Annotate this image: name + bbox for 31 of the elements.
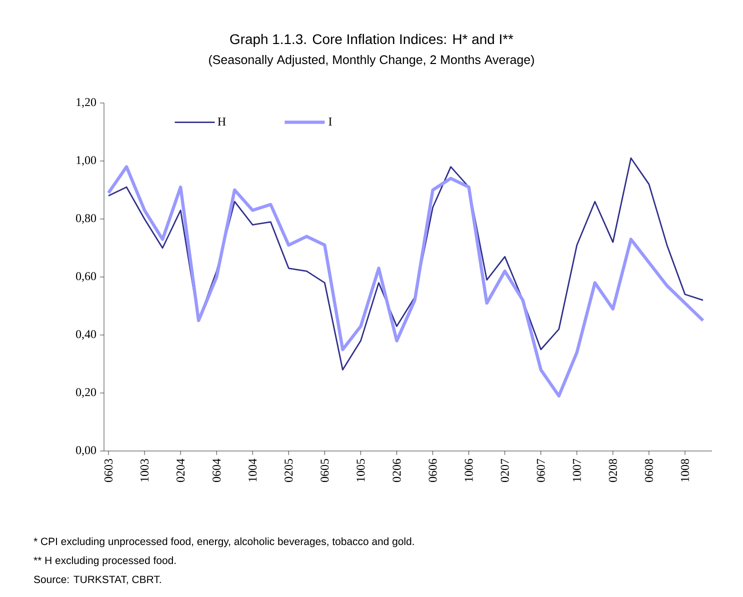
- x-tick-label: 1005: [356, 458, 365, 482]
- legend-label: I: [328, 118, 332, 126]
- chart-subtitle: (Seasonally Adjusted, Monthly Change, 2 Months Average): [209, 54, 534, 67]
- y-tick-label: 0,00: [76, 446, 96, 456]
- x-tick-label: 0208: [608, 458, 617, 482]
- y-tick-label: 0,80: [76, 214, 96, 224]
- x-tick-label: 0608: [644, 458, 653, 482]
- x-tick-label: 0204: [176, 458, 185, 482]
- text: ** H excluding processed food.: [34, 556, 176, 566]
- legend-label: H: [218, 118, 226, 126]
- x-tick-label: 0206: [392, 458, 401, 482]
- chart-title: Graph 1.1.3. Core Inflation Indices: H* and I**: [230, 34, 514, 47]
- y-tick-label: 0,20: [76, 388, 96, 398]
- y-tick-label: 0,40: [76, 330, 96, 340]
- x-tick-label: 0205: [284, 458, 293, 482]
- x-tick-label: 1003: [140, 458, 149, 482]
- x-tick-label: 0604: [212, 458, 221, 482]
- x-tick-label: 0603: [104, 458, 113, 482]
- x-tick-label: 1008: [680, 458, 690, 482]
- x-tick-label: 0605: [320, 458, 329, 482]
- x-tick-label: 0606: [428, 458, 437, 482]
- x-tick-label: 0207: [500, 458, 509, 482]
- x-tick-label: 1004: [248, 458, 257, 482]
- x-tick-label: 1007: [572, 458, 581, 482]
- y-tick-label: 1,20: [76, 98, 96, 108]
- y-tick-label: 1,00: [76, 156, 96, 166]
- x-tick-label: 1006: [464, 458, 473, 482]
- x-tick-label: 0607: [536, 458, 545, 482]
- y-tick-label: 0,60: [76, 272, 96, 282]
- text: * CPI excluding unprocessed food, energy, alcoholic beverages, tobacco and gold.: [34, 537, 414, 548]
- source-note: Source: TURKSTAT, CBRT.: [34, 576, 161, 584]
